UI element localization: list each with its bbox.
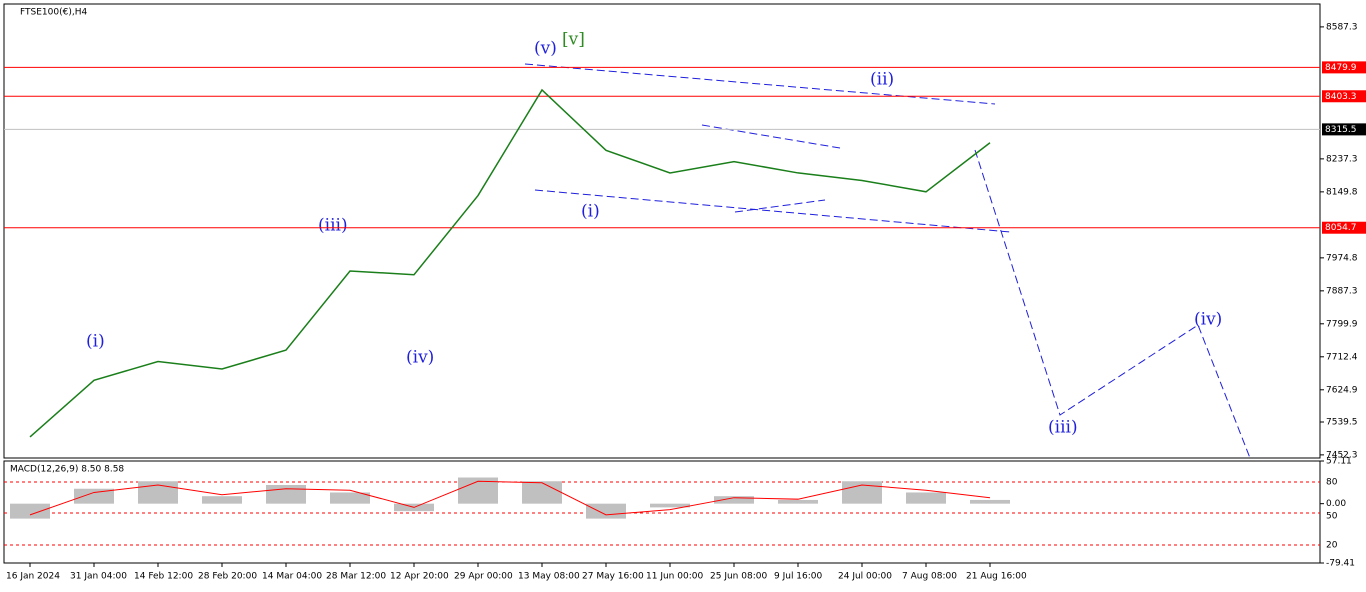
x-tick-label: 9 Jul 16:00	[774, 572, 823, 582]
macd-bar	[74, 488, 114, 504]
x-tick-label: 7 Aug 08:00	[902, 572, 957, 582]
y-tick-label: 7887.3	[1326, 286, 1358, 296]
x-tick-label: 21 Aug 16:00	[966, 572, 1027, 582]
y-tick-label: 7539.5	[1326, 417, 1358, 427]
projection	[974, 149, 1251, 459]
macd-bar	[650, 503, 690, 508]
y-tick-label: 7624.9	[1326, 385, 1358, 395]
level-label: 80	[1326, 478, 1338, 488]
x-tick-label: 11 Jun 00:00	[646, 572, 703, 582]
y-tick-label: 7712.4	[1326, 352, 1358, 362]
wave-label: [v]	[562, 30, 585, 50]
wave-label: (iii)	[1048, 418, 1078, 438]
level-box	[1322, 61, 1366, 74]
price-line	[29, 88, 991, 438]
wave-label: (iii)	[318, 216, 348, 236]
level-label: 50	[1326, 512, 1338, 522]
current-price-box	[1322, 123, 1366, 136]
x-tick-label: 16 Jan 2024	[6, 572, 60, 582]
x-tick-label: 27 May 16:00	[582, 572, 644, 582]
y-tick-label: 7452.3	[1326, 450, 1358, 460]
y-tick-label: 57.11	[1326, 457, 1352, 467]
main-panel	[3, 3, 1321, 459]
macd-title: MACD(12,26,9) 8.50 8.58	[10, 465, 124, 475]
macd-bar	[266, 484, 306, 504]
x-tick-label: 14 Mar 04:00	[262, 572, 322, 582]
trendline	[524, 63, 996, 105]
current-price-label: 8315.5	[1325, 125, 1357, 135]
y-tick-label: 8587.3	[1326, 22, 1358, 32]
x-tick-label: 29 Apr 00:00	[454, 572, 513, 582]
x-tick-label: 24 Jul 00:00	[838, 572, 892, 582]
macd-bar	[778, 499, 818, 504]
macd-bar	[970, 499, 1010, 504]
level-label: 8054.7	[1325, 223, 1357, 233]
wave-trendlines	[524, 63, 1251, 459]
x-tick-label: 31 Jan 04:00	[70, 572, 127, 582]
y-tick-label: -79.41	[1326, 559, 1355, 569]
level-label: 8479.9	[1325, 63, 1357, 73]
y-tick-label: 7974.8	[1326, 253, 1358, 263]
macd-bar	[714, 496, 754, 504]
wave-label: (iv)	[1194, 310, 1222, 330]
chart-title: FTSE100(€),H4	[20, 8, 87, 18]
y-tick-label: 8237.3	[1326, 154, 1358, 164]
wave-label: (iv)	[406, 348, 434, 368]
x-tick-label: 12 Apr 20:00	[390, 572, 449, 582]
level-box	[1322, 90, 1366, 103]
level-box	[1322, 221, 1366, 234]
macd-bar	[906, 492, 946, 504]
trendline	[734, 199, 826, 213]
wave-label: (i)	[581, 202, 600, 222]
signal-line	[29, 480, 991, 516]
macd-bar	[330, 492, 370, 504]
macd-bar	[522, 481, 562, 504]
level-label: 8403.3	[1325, 92, 1357, 102]
x-tick-label: 14 Feb 12:00	[134, 572, 193, 582]
wave-label: (ii)	[870, 70, 894, 90]
x-tick-label: 28 Feb 20:00	[198, 572, 257, 582]
level-label: 20	[1326, 541, 1338, 551]
macd-bar	[10, 503, 50, 519]
x-tick-label: 28 Mar 12:00	[326, 572, 386, 582]
wave-label: (v)	[534, 39, 557, 59]
y-tick-label: 0.00	[1326, 499, 1346, 509]
y-tick-label: 7799.9	[1326, 319, 1358, 329]
x-tick-label: 13 May 08:00	[518, 572, 580, 582]
macd-panel	[3, 460, 1321, 564]
macd-bar	[586, 503, 626, 519]
trendline	[534, 189, 1011, 233]
wave-label: (i)	[86, 332, 105, 352]
macd-bar	[202, 496, 242, 504]
x-tick-label: 25 Jun 08:00	[710, 572, 767, 582]
y-tick-label: 8149.8	[1326, 187, 1358, 197]
